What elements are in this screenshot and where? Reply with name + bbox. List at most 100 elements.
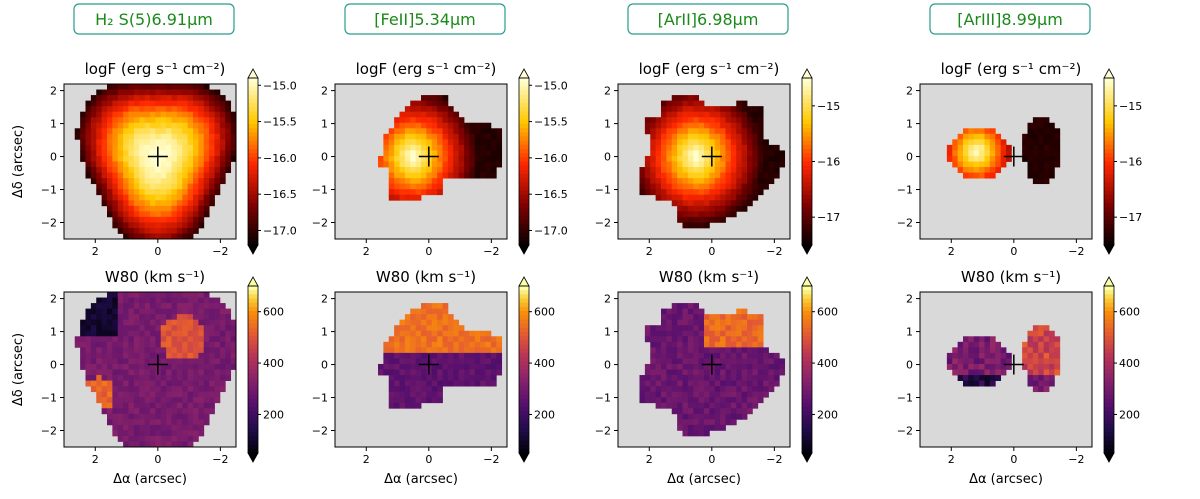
map-pixel xyxy=(133,216,140,223)
map-pixel xyxy=(85,172,92,179)
map-pixel xyxy=(1022,341,1028,348)
x-tick-label: −2 xyxy=(483,453,499,466)
colorbar-segment xyxy=(248,240,258,246)
map-pixel xyxy=(639,386,646,393)
map-pixel xyxy=(410,172,417,179)
map-pixel xyxy=(193,336,199,343)
map-pixel xyxy=(203,128,210,135)
map-pixel xyxy=(720,167,726,173)
map-pixel xyxy=(101,297,108,304)
map-pixel xyxy=(650,128,657,135)
map-pixel xyxy=(661,352,667,359)
map-pixel xyxy=(677,380,683,387)
map-pixel xyxy=(496,144,503,151)
map-pixel xyxy=(650,161,657,168)
map-pixel xyxy=(677,369,683,376)
colorbar-tick-label: −16.0 xyxy=(263,152,297,165)
map-pixel xyxy=(714,216,721,223)
map-pixel xyxy=(388,391,395,398)
map-pixel xyxy=(714,122,721,129)
map-pixel xyxy=(117,325,124,332)
map-pixel xyxy=(171,363,178,370)
map-pixel xyxy=(117,430,124,437)
map-pixel xyxy=(203,319,210,326)
map-pixel xyxy=(410,358,417,365)
map-pixel xyxy=(150,122,156,129)
map-pixel xyxy=(736,330,743,337)
map-pixel xyxy=(714,347,721,354)
map-pixel xyxy=(176,336,183,343)
map-pixel xyxy=(720,363,726,370)
map-pixel xyxy=(150,292,156,298)
map-pixel xyxy=(720,347,726,354)
map-pixel xyxy=(741,167,748,173)
map-pixel xyxy=(736,336,743,343)
line-label-box xyxy=(73,3,235,35)
map-pixel xyxy=(139,183,146,190)
map-pixel xyxy=(112,106,119,113)
map-pixel xyxy=(144,216,151,223)
map-pixel xyxy=(117,352,124,359)
map-pixel xyxy=(85,111,92,118)
map-pixel xyxy=(1032,150,1039,157)
map-pixel xyxy=(230,325,237,332)
map-pixel xyxy=(725,133,732,140)
map-pixel xyxy=(763,347,769,354)
map-pixel xyxy=(1038,172,1045,179)
map-pixel xyxy=(714,419,721,426)
colorbar-segment xyxy=(248,203,258,208)
map-pixel xyxy=(421,172,427,179)
map-pixel xyxy=(404,314,411,321)
map-pixel xyxy=(176,183,183,190)
colorbar-segment xyxy=(1104,290,1114,295)
map-pixel xyxy=(415,402,422,409)
map-pixel xyxy=(453,117,460,124)
map-pixel xyxy=(198,419,205,426)
colorbar-segment xyxy=(519,286,529,291)
map-pixel xyxy=(176,194,183,201)
map-pixel xyxy=(741,139,748,146)
map-pixel xyxy=(155,216,162,223)
colorbar-extend-top xyxy=(518,276,530,287)
map-pixel xyxy=(963,128,969,135)
map-pixel xyxy=(730,183,737,190)
map-pixel xyxy=(671,325,678,332)
panel-title: W80 (km s⁻¹) xyxy=(376,268,476,286)
map-pixel xyxy=(155,397,162,404)
map-pixel xyxy=(661,189,667,196)
map-pixel xyxy=(209,303,215,310)
map-pixel xyxy=(399,325,406,332)
map-pixel xyxy=(388,358,395,365)
map-pixel xyxy=(139,122,146,129)
map-pixel xyxy=(219,325,226,332)
map-pixel xyxy=(714,391,721,398)
map-pixel xyxy=(150,441,156,448)
y-tick-label: −1 xyxy=(897,184,913,197)
map-pixel xyxy=(399,122,406,129)
colorbar-segment xyxy=(519,107,529,112)
map-pixel xyxy=(112,408,119,415)
map-pixel xyxy=(166,386,172,393)
map-pixel xyxy=(677,424,683,431)
map-pixel xyxy=(128,330,135,337)
map-pixel xyxy=(139,397,146,404)
map-pixel xyxy=(426,178,433,185)
map-pixel xyxy=(117,386,124,393)
map-pixel xyxy=(736,183,743,190)
map-pixel xyxy=(693,347,700,354)
map-pixel xyxy=(214,122,221,129)
map-pixel xyxy=(709,167,716,173)
map-pixel xyxy=(989,133,996,140)
map-pixel xyxy=(682,194,689,201)
map-pixel xyxy=(117,308,124,315)
map-pixel xyxy=(128,402,135,409)
map-pixel xyxy=(682,100,689,107)
map-pixel xyxy=(431,341,438,348)
map-pixel xyxy=(144,397,151,404)
map-pixel xyxy=(144,178,151,185)
map-pixel xyxy=(768,150,775,157)
map-pixel xyxy=(747,402,753,409)
map-pixel xyxy=(741,402,748,409)
map-pixel xyxy=(995,144,1002,151)
map-pixel xyxy=(469,133,476,140)
